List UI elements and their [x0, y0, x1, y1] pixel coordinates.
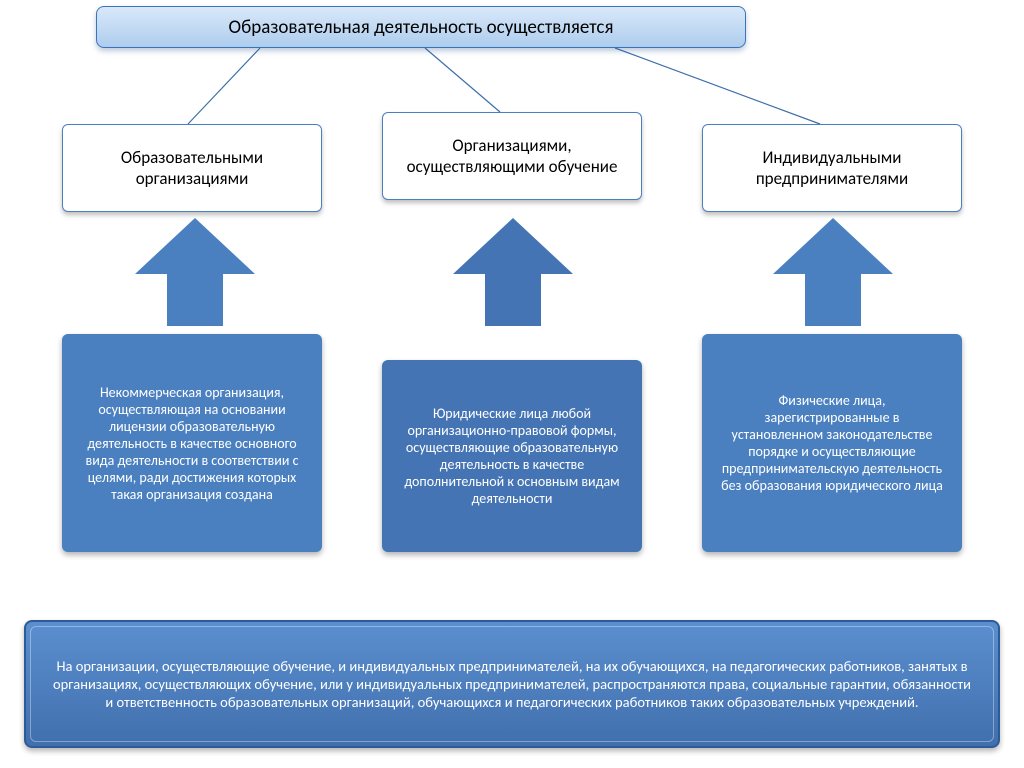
up-arrow-2 — [773, 218, 893, 326]
footer-box: На организации, осуществляющие обучение,… — [24, 620, 1000, 748]
header-text: Образовательная деятельность осуществляе… — [229, 16, 614, 39]
branch-card-text-0: Некоммерческая организация, осуществляющ… — [78, 384, 306, 503]
header-box: Образовательная деятельность осуществляе… — [96, 6, 746, 48]
branch-card-0: Некоммерческая организация, осуществляющ… — [62, 334, 322, 552]
branch-mid-0: Образовательными организациями — [62, 124, 322, 212]
branch-card-2: Физические лица, зарегистрированные в ус… — [702, 334, 962, 552]
branch-mid-2: Индивидуальными предпринимателями — [702, 124, 962, 212]
footer-text: На организации, осуществляющие обучение,… — [50, 657, 974, 711]
branch-mid-text-2: Индивидуальными предпринимателями — [717, 147, 947, 189]
branch-mid-text-1: Организациями, осуществляющими обучение — [397, 135, 627, 177]
branch-card-text-1: Юридические лица любой организационно-пр… — [398, 405, 626, 507]
branch-mid-1: Организациями, осуществляющими обучение — [382, 112, 642, 200]
up-arrow-0 — [135, 218, 255, 326]
up-arrow-1 — [453, 218, 573, 326]
branch-card-1: Юридические лица любой организационно-пр… — [382, 360, 642, 552]
branch-card-text-2: Физические лица, зарегистрированные в ус… — [718, 392, 946, 494]
branch-mid-text-0: Образовательными организациями — [77, 147, 307, 189]
